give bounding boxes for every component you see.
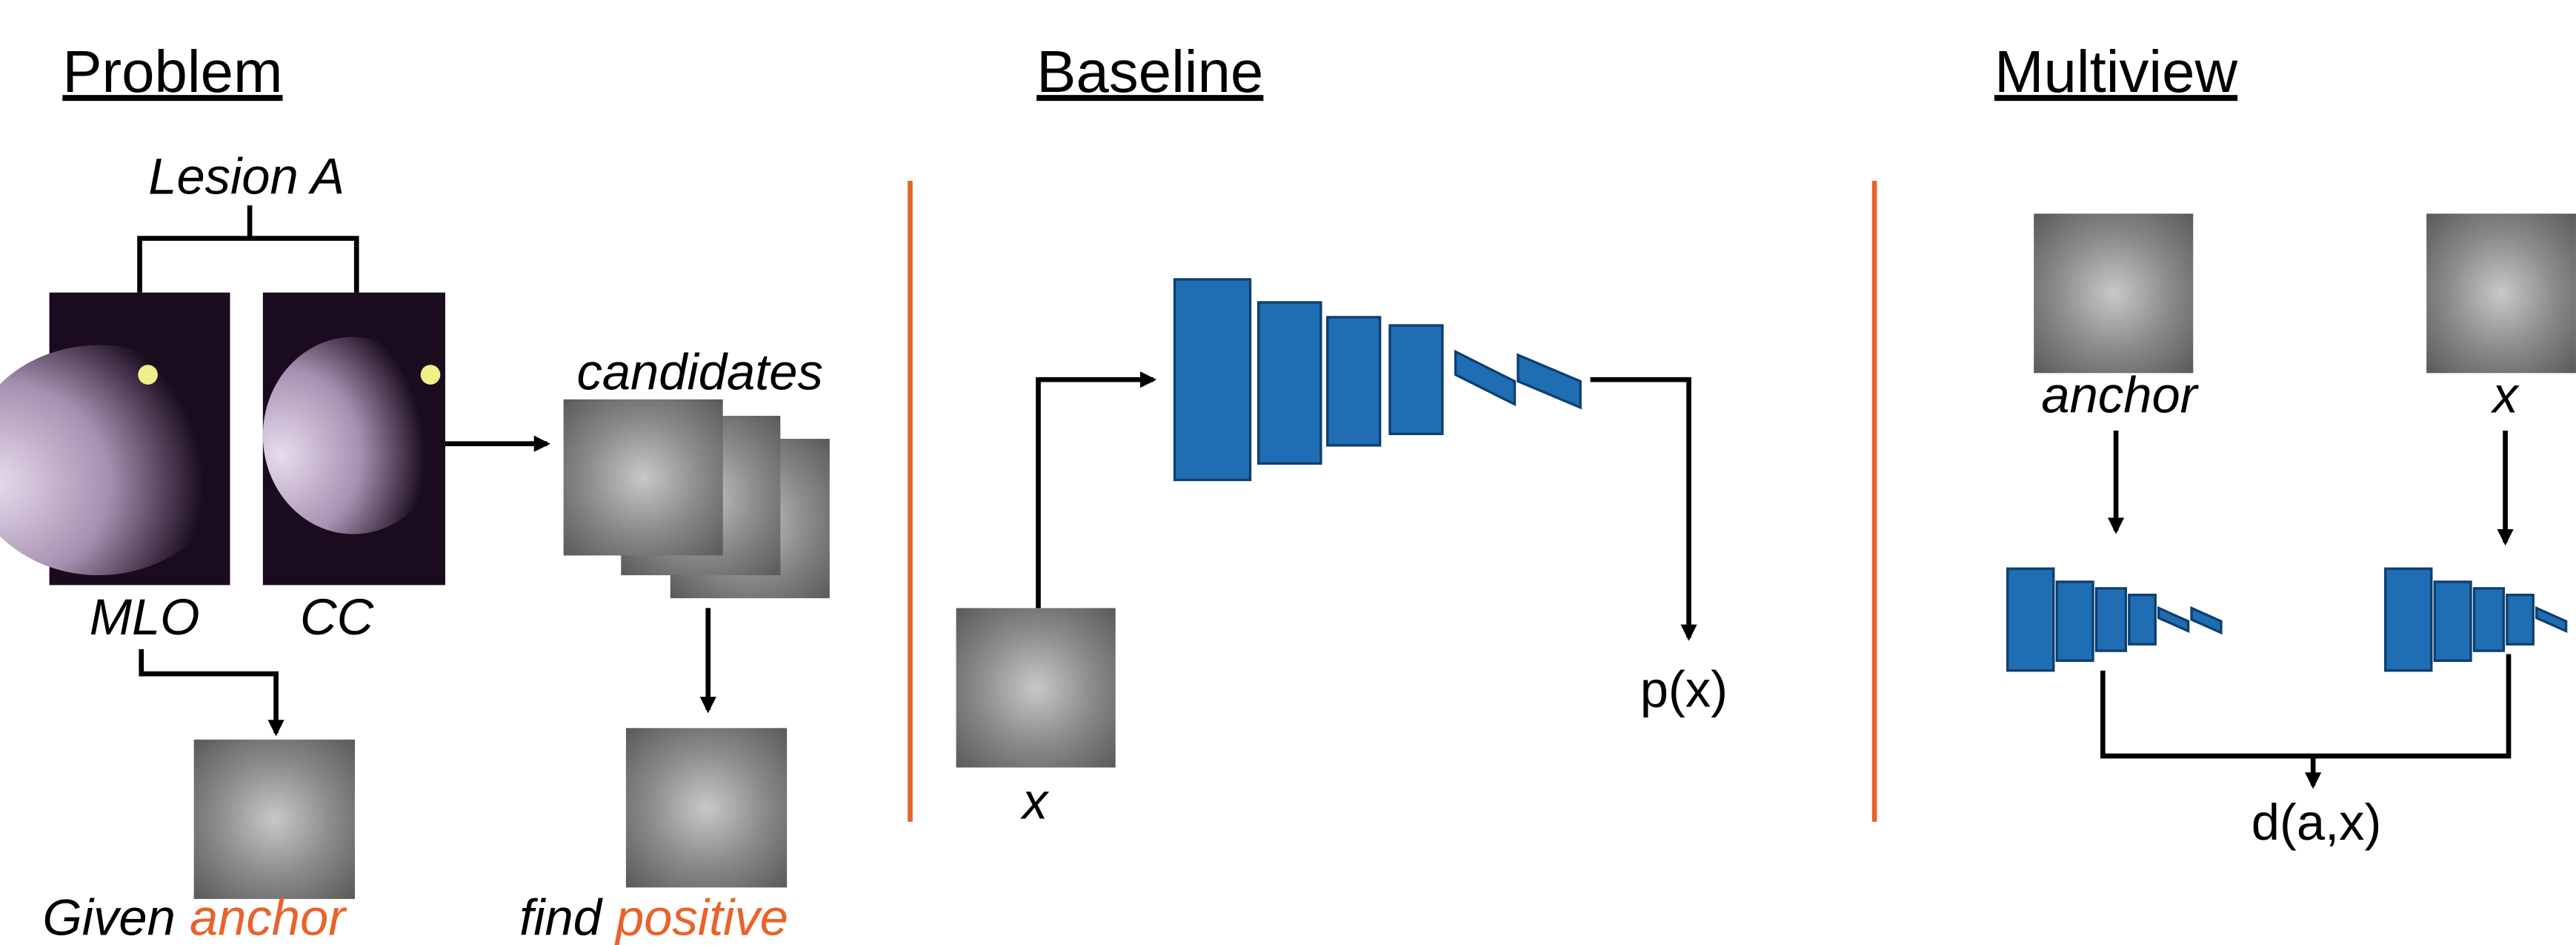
cnn — [1173, 278, 1582, 482]
input-patch — [956, 608, 1116, 768]
cnn-layer — [2506, 594, 2535, 646]
view-label: MLO — [90, 588, 200, 646]
output-label: p(x) — [1640, 660, 1728, 717]
section-title: Problem — [62, 39, 282, 105]
arrow — [139, 649, 284, 737]
bracket — [137, 205, 359, 293]
caption-highlight: anchor — [190, 889, 347, 945]
output-label: d(a,x) — [2251, 794, 2382, 851]
cnn-layer — [2128, 594, 2157, 646]
caption-highlight: positive — [614, 889, 788, 945]
cnn-layer — [2094, 587, 2128, 652]
cnn-layer — [1257, 301, 1322, 465]
cnn — [2006, 567, 2223, 672]
cnn-layer — [2535, 606, 2568, 634]
cnn-layer — [2190, 606, 2223, 635]
cnn-layer — [2472, 587, 2506, 652]
view-label: CC — [300, 588, 374, 646]
lesion-marker — [138, 365, 158, 385]
candidate-patch — [563, 399, 723, 556]
caption: find positive — [519, 889, 788, 945]
cnn-layer — [2157, 606, 2190, 634]
input-label: x — [1020, 772, 1050, 829]
arrow — [1036, 371, 1157, 609]
cnn-layer — [2433, 580, 2472, 663]
cnn-layer — [1326, 316, 1382, 447]
input-patch — [2426, 213, 2576, 374]
section-title: Multiview — [1994, 39, 2238, 105]
arrow — [1590, 377, 1697, 641]
breast-tissue — [0, 345, 230, 575]
cnn-layer — [1517, 353, 1582, 410]
cnn-layer — [1454, 349, 1517, 407]
input-label: x — [2490, 367, 2520, 424]
anchor-patch — [2034, 213, 2194, 374]
section-title: Baseline — [1036, 39, 1263, 105]
caption-text: find — [519, 889, 604, 945]
lesion-label: Lesion A — [148, 148, 345, 205]
cnn-layer — [2384, 567, 2433, 672]
connector — [2100, 654, 2512, 759]
positive-patch — [625, 728, 788, 888]
anchor-patch — [193, 739, 356, 899]
cnn — [2384, 567, 2568, 672]
lesion-marker — [420, 365, 441, 385]
caption-text: Given — [42, 889, 176, 945]
cnn-layer — [1388, 324, 1444, 436]
cnn-layer — [2006, 567, 2055, 672]
breast-tissue — [262, 336, 444, 534]
cnn-layer — [2055, 580, 2094, 663]
caption: Given anchor — [42, 889, 347, 945]
candidates-label: candidates — [576, 344, 822, 401]
anchor-label: anchor — [2041, 367, 2199, 424]
cnn-layer — [1173, 278, 1252, 482]
